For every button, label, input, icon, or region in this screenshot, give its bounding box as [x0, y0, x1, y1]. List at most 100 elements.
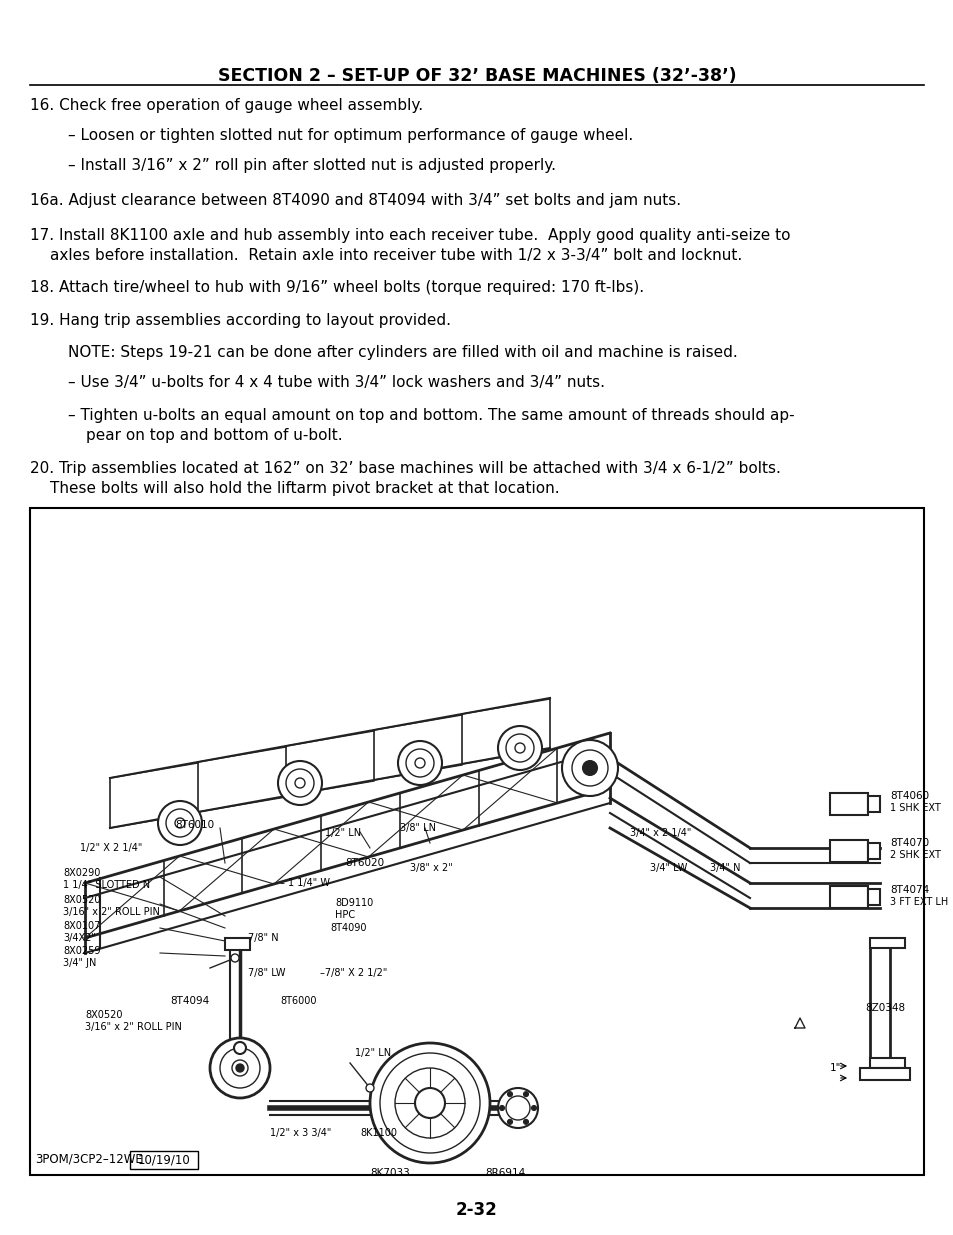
Text: 8Z0348: 8Z0348 [864, 1003, 904, 1013]
Text: 2 SHK EXT: 2 SHK EXT [889, 850, 940, 860]
Circle shape [231, 953, 239, 962]
Text: 8T4090: 8T4090 [330, 923, 366, 932]
Bar [867, 844, 879, 860]
Text: 1 1/4" SLOTTED N: 1 1/4" SLOTTED N [63, 881, 150, 890]
Text: 8T6010: 8T6010 [174, 820, 213, 830]
Circle shape [523, 1092, 528, 1097]
Text: 1/2" X 2 1/4": 1/2" X 2 1/4" [80, 844, 142, 853]
Circle shape [561, 740, 618, 797]
Text: 8T4074: 8T4074 [889, 885, 928, 895]
Circle shape [166, 809, 193, 837]
Text: 3/16" x 2" ROLL PIN: 3/16" x 2" ROLL PIN [85, 1023, 182, 1032]
Circle shape [366, 1084, 374, 1092]
Circle shape [286, 769, 314, 797]
Bar [225, 939, 250, 950]
Circle shape [233, 1042, 246, 1053]
Text: 1/2" x 3 3/4": 1/2" x 3 3/4" [270, 1128, 331, 1137]
Circle shape [397, 741, 441, 785]
Circle shape [379, 1053, 479, 1153]
Text: 3/8" LN: 3/8" LN [399, 823, 436, 832]
Circle shape [220, 1049, 260, 1088]
Circle shape [515, 743, 524, 753]
Text: 16a. Adjust clearance between 8T4090 and 8T4094 with 3/4” set bolts and jam nuts: 16a. Adjust clearance between 8T4090 and… [30, 193, 680, 207]
Text: – Loosen or tighten slotted nut for optimum performance of gauge wheel.: – Loosen or tighten slotted nut for opti… [68, 128, 633, 143]
Circle shape [572, 750, 607, 785]
Circle shape [507, 1119, 512, 1124]
Text: pear on top and bottom of u-bolt.: pear on top and bottom of u-bolt. [86, 429, 342, 443]
Text: 1/2" LN: 1/2" LN [325, 827, 361, 839]
Text: 8X0520: 8X0520 [85, 1010, 122, 1020]
Bar [829, 885, 867, 908]
Circle shape [497, 726, 541, 769]
Circle shape [582, 761, 597, 776]
Circle shape [370, 1044, 490, 1163]
Text: These bolts will also hold the liftarm pivot bracket at that location.: These bolts will also hold the liftarm p… [50, 480, 559, 496]
Bar [869, 1058, 904, 1068]
Text: axles before installation.  Retain axle into receiver tube with 1/2 x 3-3/4” bol: axles before installation. Retain axle i… [50, 248, 741, 263]
Text: 7/8" N: 7/8" N [248, 932, 278, 944]
Text: 3/4" x 2 1/4": 3/4" x 2 1/4" [629, 827, 691, 839]
Text: 17. Install 8K1100 axle and hub assembly into each receiver tube.  Apply good qu: 17. Install 8K1100 axle and hub assembly… [30, 228, 790, 243]
Text: 8T4094: 8T4094 [170, 995, 209, 1007]
Circle shape [294, 778, 305, 788]
Text: 3POM/3CP2–12WE: 3POM/3CP2–12WE [35, 1153, 143, 1166]
Circle shape [499, 1105, 504, 1110]
Bar [829, 840, 867, 862]
Text: – 1 1/4" W: – 1 1/4" W [280, 878, 330, 888]
Circle shape [395, 1068, 464, 1137]
Text: 8T4070: 8T4070 [889, 839, 928, 848]
Text: 8K1100: 8K1100 [359, 1128, 396, 1137]
Text: –7/8" X 2 1/2": –7/8" X 2 1/2" [319, 968, 387, 978]
Text: 3 FT EXT LH: 3 FT EXT LH [889, 897, 947, 906]
Circle shape [415, 1088, 444, 1118]
Text: 2-32: 2-32 [456, 1200, 497, 1219]
Bar [867, 797, 879, 811]
Circle shape [507, 1092, 512, 1097]
Text: 8D9110: 8D9110 [335, 898, 373, 908]
Bar [829, 793, 867, 815]
Text: 10/19/10: 10/19/10 [137, 1153, 191, 1167]
Text: 8X0259: 8X0259 [63, 946, 100, 956]
Text: 3/4" LW: 3/4" LW [649, 863, 687, 873]
Text: 3/4" JN: 3/4" JN [63, 958, 96, 968]
Text: HPC: HPC [335, 910, 355, 920]
Text: 16. Check free operation of gauge wheel assembly.: 16. Check free operation of gauge wheel … [30, 98, 423, 112]
Text: 8K7033: 8K7033 [370, 1168, 410, 1178]
Bar [867, 889, 879, 905]
Circle shape [158, 802, 202, 845]
Text: 3/4" N: 3/4" N [709, 863, 740, 873]
Text: 18. Attach tire/wheel to hub with 9/16” wheel bolts (torque required: 170 ft-lbs: 18. Attach tire/wheel to hub with 9/16” … [30, 280, 643, 295]
Bar [130, 1151, 198, 1170]
Circle shape [174, 818, 185, 827]
Bar [859, 1068, 909, 1079]
Circle shape [531, 1105, 536, 1110]
Circle shape [232, 1060, 248, 1076]
Circle shape [406, 748, 434, 777]
Bar [869, 939, 889, 1068]
Circle shape [523, 1119, 528, 1124]
Text: – Use 3/4” u-bolts for 4 x 4 tube with 3/4” lock washers and 3/4” nuts.: – Use 3/4” u-bolts for 4 x 4 tube with 3… [68, 375, 604, 390]
Text: 8X0520: 8X0520 [63, 895, 100, 905]
Text: 19. Hang trip assemblies according to layout provided.: 19. Hang trip assemblies according to la… [30, 312, 451, 329]
Text: 1/2" LN: 1/2" LN [355, 1049, 391, 1058]
Text: – Install 3/16” x 2” roll pin after slotted nut is adjusted properly.: – Install 3/16” x 2” roll pin after slot… [68, 158, 556, 173]
Circle shape [505, 734, 534, 762]
Text: NOTE: Steps 19-21 can be done after cylinders are filled with oil and machine is: NOTE: Steps 19-21 can be done after cyli… [68, 345, 737, 359]
Text: 8X0290: 8X0290 [63, 868, 100, 878]
Bar [30, 508, 923, 1174]
Text: 8R6914: 8R6914 [484, 1168, 525, 1178]
Text: 3/16" x 2" ROLL PIN: 3/16" x 2" ROLL PIN [63, 906, 160, 918]
Text: 8X0107: 8X0107 [63, 921, 100, 931]
Text: 7/8" LW: 7/8" LW [248, 968, 285, 978]
Text: SECTION 2 – SET-UP OF 32’ BASE MACHINES (32’-38’): SECTION 2 – SET-UP OF 32’ BASE MACHINES … [217, 67, 736, 85]
Text: 20. Trip assemblies located at 162” on 32’ base machines will be attached with 3: 20. Trip assemblies located at 162” on 3… [30, 461, 781, 475]
Text: 3/8" x 2": 3/8" x 2" [410, 863, 453, 873]
Text: 8T4060: 8T4060 [889, 790, 928, 802]
Text: 8T6000: 8T6000 [280, 995, 316, 1007]
Bar [869, 939, 904, 948]
Circle shape [235, 1065, 244, 1072]
Text: 3/4X2": 3/4X2" [63, 932, 95, 944]
Circle shape [277, 761, 322, 805]
Text: – Tighten u-bolts an equal amount on top and bottom. The same amount of threads : – Tighten u-bolts an equal amount on top… [68, 408, 794, 424]
Circle shape [210, 1037, 270, 1098]
